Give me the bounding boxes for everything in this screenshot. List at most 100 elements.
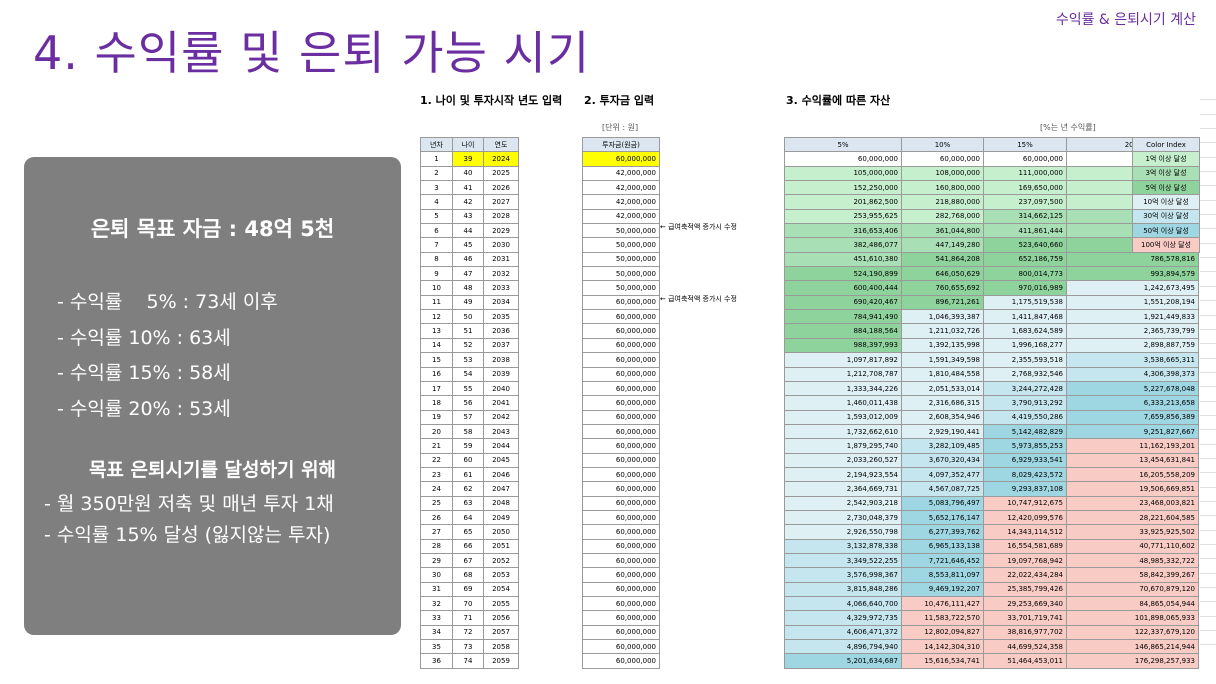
investment-cell[interactable]: 60,000,000 (582, 466, 660, 483)
age-cell[interactable]: 53 (452, 352, 484, 368)
age-cell[interactable]: 68 (452, 567, 484, 583)
start-year-cell[interactable]: 2036 (483, 323, 519, 339)
age-cell[interactable]: 47 (452, 266, 484, 282)
age-cell[interactable]: 54 (452, 366, 484, 382)
start-year-cell[interactable]: 2024 (483, 151, 519, 167)
start-year-cell[interactable]: 2054 (483, 581, 519, 598)
age-cell[interactable]: 66 (452, 538, 484, 554)
age-cell[interactable]: 49 (452, 294, 484, 311)
age-cell[interactable]: 70 (452, 595, 484, 612)
start-year-cell[interactable]: 2032 (483, 266, 519, 282)
start-year-cell[interactable]: 2033 (483, 280, 519, 296)
investment-cell[interactable]: 50,000,000 (582, 251, 660, 268)
investment-cell[interactable]: 60,000,000 (582, 581, 660, 598)
investment-cell[interactable]: 60,000,000 (582, 323, 660, 339)
start-year-cell[interactable]: 2047 (483, 481, 519, 497)
start-year-cell[interactable]: 2050 (483, 524, 519, 540)
investment-cell[interactable]: 60,000,000 (582, 366, 660, 382)
age-cell[interactable]: 42 (452, 194, 484, 210)
investment-cell[interactable]: 60,000,000 (582, 423, 660, 440)
investment-cell[interactable]: 42,000,000 (582, 165, 660, 182)
investment-cell[interactable]: 50,000,000 (582, 280, 660, 296)
start-year-cell[interactable]: 2028 (483, 208, 519, 225)
investment-cell[interactable]: 60,000,000 (582, 567, 660, 583)
start-year-cell[interactable]: 2056 (483, 610, 519, 626)
investment-cell[interactable]: 60,000,000 (582, 538, 660, 554)
age-cell[interactable]: 65 (452, 524, 484, 540)
investment-cell[interactable]: 60,000,000 (582, 495, 660, 511)
start-year-cell[interactable]: 2037 (483, 337, 519, 354)
investment-cell[interactable]: 60,000,000 (582, 595, 660, 612)
age-cell[interactable]: 63 (452, 495, 484, 511)
start-year-cell[interactable]: 2027 (483, 194, 519, 210)
age-cell[interactable]: 57 (452, 409, 484, 425)
start-year-cell[interactable]: 2048 (483, 495, 519, 511)
investment-cell[interactable]: 60,000,000 (582, 380, 660, 397)
age-cell[interactable]: 59 (452, 438, 484, 454)
start-year-cell[interactable]: 2026 (483, 180, 519, 196)
start-year-cell[interactable]: 2031 (483, 251, 519, 268)
start-year-cell[interactable]: 2034 (483, 294, 519, 311)
investment-cell[interactable]: 50,000,000 (582, 237, 660, 253)
investment-cell[interactable]: 60,000,000 (582, 624, 660, 641)
investment-cell[interactable]: 60,000,000 (582, 653, 660, 669)
age-cell[interactable]: 39 (452, 151, 484, 167)
start-year-cell[interactable]: 2044 (483, 438, 519, 454)
age-cell[interactable]: 61 (452, 466, 484, 483)
age-cell[interactable]: 74 (452, 653, 484, 669)
start-year-cell[interactable]: 2045 (483, 452, 519, 468)
investment-cell[interactable]: 60,000,000 (582, 151, 660, 167)
investment-cell[interactable]: 60,000,000 (582, 509, 660, 526)
age-cell[interactable]: 48 (452, 280, 484, 296)
investment-cell[interactable]: 60,000,000 (582, 610, 660, 626)
age-cell[interactable]: 41 (452, 180, 484, 196)
start-year-cell[interactable]: 2051 (483, 538, 519, 554)
investment-cell[interactable]: 42,000,000 (582, 180, 660, 196)
age-cell[interactable]: 43 (452, 208, 484, 225)
investment-cell[interactable]: 42,000,000 (582, 194, 660, 210)
age-cell[interactable]: 52 (452, 337, 484, 354)
start-year-cell[interactable]: 2053 (483, 567, 519, 583)
age-cell[interactable]: 62 (452, 481, 484, 497)
start-year-cell[interactable]: 2042 (483, 409, 519, 425)
investment-cell[interactable]: 60,000,000 (582, 395, 660, 411)
start-year-cell[interactable]: 2041 (483, 395, 519, 411)
investment-cell[interactable]: 60,000,000 (582, 639, 660, 655)
age-cell[interactable]: 44 (452, 223, 484, 239)
age-cell[interactable]: 64 (452, 509, 484, 526)
investment-cell[interactable]: 60,000,000 (582, 294, 660, 311)
age-cell[interactable]: 58 (452, 423, 484, 440)
age-cell[interactable]: 67 (452, 552, 484, 569)
start-year-cell[interactable]: 2035 (483, 309, 519, 325)
age-cell[interactable]: 56 (452, 395, 484, 411)
investment-cell[interactable]: 50,000,000 (582, 266, 660, 282)
investment-cell[interactable]: 42,000,000 (582, 208, 660, 225)
start-year-cell[interactable]: 2052 (483, 552, 519, 569)
age-cell[interactable]: 45 (452, 237, 484, 253)
start-year-cell[interactable]: 2055 (483, 595, 519, 612)
age-cell[interactable]: 55 (452, 380, 484, 397)
investment-cell[interactable]: 60,000,000 (582, 438, 660, 454)
age-cell[interactable]: 69 (452, 581, 484, 598)
age-cell[interactable]: 71 (452, 610, 484, 626)
start-year-cell[interactable]: 2029 (483, 223, 519, 239)
age-cell[interactable]: 72 (452, 624, 484, 641)
investment-cell[interactable]: 60,000,000 (582, 524, 660, 540)
start-year-cell[interactable]: 2040 (483, 380, 519, 397)
age-cell[interactable]: 50 (452, 309, 484, 325)
start-year-cell[interactable]: 2059 (483, 653, 519, 669)
investment-cell[interactable]: 60,000,000 (582, 452, 660, 468)
age-cell[interactable]: 40 (452, 165, 484, 182)
age-cell[interactable]: 73 (452, 639, 484, 655)
investment-cell[interactable]: 60,000,000 (582, 352, 660, 368)
start-year-cell[interactable]: 2038 (483, 352, 519, 368)
age-cell[interactable]: 46 (452, 251, 484, 268)
start-year-cell[interactable]: 2030 (483, 237, 519, 253)
investment-cell[interactable]: 60,000,000 (582, 481, 660, 497)
start-year-cell[interactable]: 2025 (483, 165, 519, 182)
investment-cell[interactable]: 60,000,000 (582, 552, 660, 569)
investment-cell[interactable]: 60,000,000 (582, 409, 660, 425)
start-year-cell[interactable]: 2043 (483, 423, 519, 440)
start-year-cell[interactable]: 2058 (483, 639, 519, 655)
age-cell[interactable]: 51 (452, 323, 484, 339)
